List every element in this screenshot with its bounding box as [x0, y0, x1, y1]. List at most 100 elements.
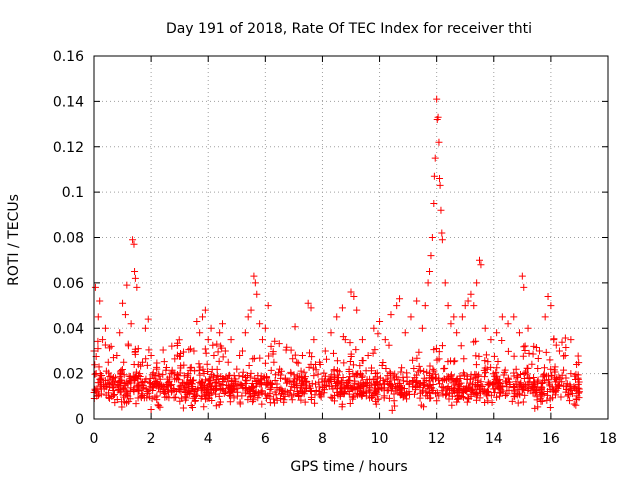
- data-point: [216, 382, 224, 390]
- data-point: [541, 313, 549, 321]
- y-tick-label: 0.14: [53, 94, 84, 110]
- data-point: [484, 397, 492, 405]
- data-point: [300, 368, 308, 376]
- data-point: [119, 384, 127, 392]
- data-point: [530, 373, 538, 381]
- data-point: [396, 295, 404, 303]
- data-point: [524, 324, 532, 332]
- data-point: [420, 374, 428, 382]
- data-point: [297, 396, 305, 404]
- data-point: [94, 345, 102, 353]
- data-point: [280, 396, 288, 404]
- data-point: [134, 387, 142, 395]
- data-point: [490, 352, 498, 360]
- data-point: [333, 384, 341, 392]
- data-point: [498, 313, 506, 321]
- data-point: [520, 382, 528, 390]
- data-point: [457, 342, 465, 350]
- data-point: [132, 400, 140, 408]
- data-point: [416, 394, 424, 402]
- data-point: [218, 344, 226, 352]
- data-point: [429, 365, 437, 373]
- data-point: [172, 393, 180, 401]
- data-point: [139, 358, 147, 366]
- data-point: [109, 374, 117, 382]
- data-point: [165, 377, 173, 385]
- data-point: [453, 329, 461, 337]
- x-tick-label: 4: [204, 431, 213, 447]
- data-point: [574, 352, 582, 360]
- data-point: [102, 367, 110, 375]
- data-point: [227, 336, 235, 344]
- data-point: [155, 402, 163, 410]
- data-point: [456, 383, 464, 391]
- data-point: [110, 391, 118, 399]
- data-point: [256, 354, 264, 362]
- data-point: [239, 373, 247, 381]
- data-point: [118, 398, 126, 406]
- data-point: [528, 360, 536, 368]
- data-point: [566, 381, 574, 389]
- data-point: [123, 281, 131, 289]
- data-point: [95, 363, 103, 371]
- data-point: [214, 348, 222, 356]
- data-point: [209, 341, 217, 349]
- data-point: [482, 351, 490, 359]
- data-point: [257, 375, 265, 383]
- data-point: [236, 398, 244, 406]
- data-point: [347, 352, 355, 360]
- data-point: [445, 395, 453, 403]
- data-point: [438, 229, 446, 237]
- data-point: [410, 364, 418, 372]
- data-point: [134, 345, 142, 353]
- data-point: [450, 358, 458, 366]
- data-point: [512, 380, 520, 388]
- data-point: [200, 382, 208, 390]
- data-point: [269, 350, 277, 358]
- data-point: [181, 384, 189, 392]
- data-point: [129, 236, 137, 244]
- data-point: [442, 391, 450, 399]
- data-point: [293, 358, 301, 366]
- data-point: [287, 370, 295, 378]
- data-point: [529, 350, 537, 358]
- data-point: [570, 383, 578, 391]
- data-point: [358, 336, 366, 344]
- data-point: [140, 394, 148, 402]
- data-point: [143, 361, 151, 369]
- y-tick-label: 0.06: [53, 276, 84, 292]
- data-point: [212, 402, 220, 410]
- data-point: [487, 391, 495, 399]
- data-point: [294, 359, 302, 367]
- y-tick-label: 0: [75, 412, 84, 428]
- data-point: [569, 390, 577, 398]
- data-point: [464, 394, 472, 402]
- data-point: [160, 358, 168, 366]
- data-point: [114, 386, 122, 394]
- data-point: [426, 394, 434, 402]
- data-point: [215, 401, 223, 409]
- data-point: [508, 397, 516, 405]
- data-point: [362, 387, 370, 395]
- data-point: [227, 388, 235, 396]
- data-point: [362, 367, 370, 375]
- data-point: [430, 172, 438, 180]
- data-point: [493, 364, 501, 372]
- data-point: [261, 390, 269, 398]
- data-point: [204, 367, 212, 375]
- data-point: [207, 324, 215, 332]
- data-point: [316, 383, 324, 391]
- data-point: [562, 374, 570, 382]
- data-point: [349, 361, 357, 369]
- data-point: [435, 138, 443, 146]
- data-point: [447, 320, 455, 328]
- data-point: [376, 374, 384, 382]
- data-point: [355, 380, 363, 388]
- data-point: [523, 364, 531, 372]
- data-point: [558, 378, 566, 386]
- data-point: [101, 324, 109, 332]
- data-point: [180, 361, 188, 369]
- data-point: [189, 394, 197, 402]
- data-point: [475, 352, 483, 360]
- data-point: [155, 370, 163, 378]
